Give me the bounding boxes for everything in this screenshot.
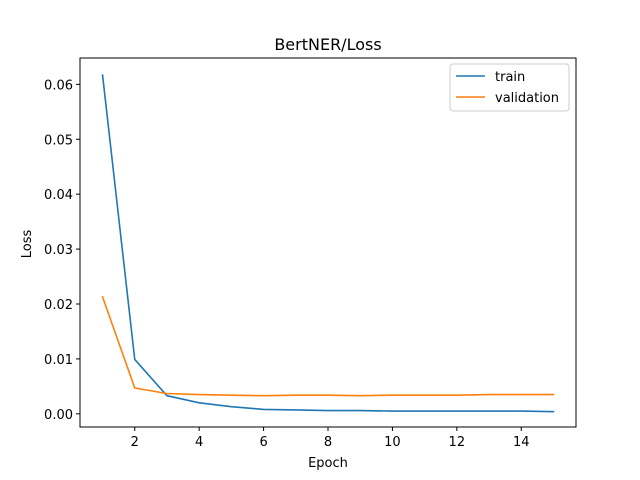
legend: train validation [449,63,570,112]
y-tick-label: 0.05 [44,133,73,148]
y-axis-title: Loss [20,230,35,259]
x-axis-title: Epoch [308,456,348,471]
x-tick-label: 2 [131,435,139,450]
x-tick-label: 12 [449,435,466,450]
y-tick-label: 0.00 [44,408,73,423]
x-tick-label: 4 [195,435,203,450]
plot-frame [79,57,577,428]
x-tick-label: 8 [324,435,332,450]
chart-title: BertNER/Loss [274,35,381,54]
legend-label-train: train [495,70,525,85]
y-tick-label: 0.06 [44,78,73,93]
x-tick-label: 10 [384,435,401,450]
x-axis: 2 4 6 8 10 12 14 [131,427,530,450]
legend-label-validation: validation [495,91,559,106]
series-lines [101,74,555,413]
y-tick-label: 0.03 [44,243,73,258]
x-tick-label: 14 [513,435,530,450]
x-tick-label: 6 [259,435,267,450]
y-tick-label: 0.02 [44,298,73,313]
series-line-train [101,74,555,413]
series-line-validation [101,295,555,397]
y-tick-label: 0.01 [44,353,73,368]
y-tick-label: 0.04 [44,188,73,203]
y-axis: 0.00 0.01 0.02 0.03 0.04 0.05 0.06 [44,78,80,423]
